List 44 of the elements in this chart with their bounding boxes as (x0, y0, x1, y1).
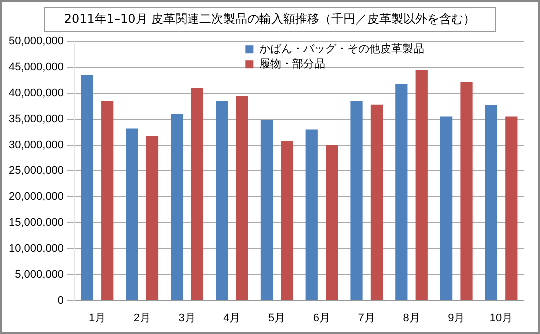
x-tick-label: 8月 (403, 312, 420, 324)
x-tick-label: 1月 (88, 312, 106, 324)
x-tick-label: 4月 (224, 312, 241, 324)
bar (440, 116, 453, 300)
bar (506, 116, 518, 300)
x-tick-label: 9月 (448, 312, 466, 324)
y-tick-label: 5,000,000 (15, 268, 64, 281)
y-tick-label: 20,000,000 (8, 191, 64, 204)
y-tick-label: 35,000,000 (8, 113, 64, 126)
y-tick-label: 40,000,000 (8, 87, 64, 100)
bar (485, 105, 498, 300)
chart-title: 2011年1–10月 皮革関連二次製品の輸入額推移（千円／皮革製以外を含む） (44, 7, 496, 32)
y-tick-label: 50,000,000 (8, 36, 64, 48)
legend-label: かばん・バッグ・その他皮革製品 (260, 42, 425, 56)
x-tick-label: 7月 (358, 312, 376, 324)
bar (236, 96, 248, 300)
x-tick-label: 6月 (313, 312, 331, 324)
y-tick-label: 0 (58, 294, 64, 307)
bar (216, 101, 228, 300)
y-tick-label: 45,000,000 (8, 62, 64, 74)
bar (171, 114, 184, 300)
bar (370, 104, 384, 300)
x-tick-label: 10月 (490, 312, 514, 324)
bar (146, 136, 159, 300)
bar (326, 145, 338, 300)
bar (416, 70, 428, 300)
bar (396, 84, 408, 300)
x-tick-label: 5月 (268, 312, 286, 324)
y-tick-label: 25,000,000 (8, 165, 64, 178)
bar (81, 75, 94, 300)
bar (191, 88, 204, 300)
bar (350, 101, 363, 300)
x-tick-label: 2月 (134, 312, 151, 324)
legend-label: 履物・部分品 (260, 57, 326, 70)
bar (102, 101, 114, 300)
y-tick-label: 15,000,000 (8, 217, 64, 230)
y-tick-label: 10,000,000 (8, 242, 64, 255)
x-tick-label: 3月 (178, 312, 196, 324)
bar (126, 128, 138, 300)
y-tick-label: 30,000,000 (8, 139, 64, 152)
bar (260, 120, 274, 300)
bar (281, 141, 294, 300)
bar (460, 82, 473, 300)
bar (306, 130, 318, 300)
